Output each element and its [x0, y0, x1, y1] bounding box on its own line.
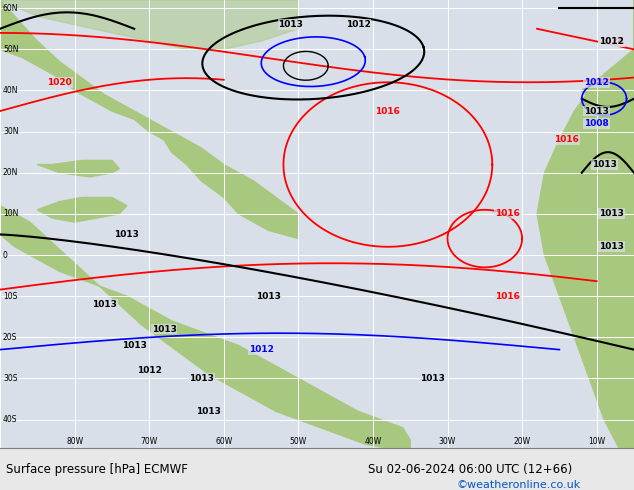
Text: 1024: 1024 — [599, 37, 624, 46]
Text: 1012: 1012 — [137, 366, 162, 375]
Text: 1016: 1016 — [375, 106, 400, 116]
Text: 1013: 1013 — [92, 300, 117, 309]
Text: 1013: 1013 — [278, 20, 303, 29]
Text: 20N: 20N — [3, 168, 18, 177]
Text: 10N: 10N — [3, 209, 18, 219]
Text: 30S: 30S — [3, 374, 18, 383]
Text: 1013: 1013 — [114, 230, 139, 239]
Text: 1013: 1013 — [256, 292, 281, 301]
Text: 1008: 1008 — [585, 119, 609, 128]
Text: 20W: 20W — [514, 437, 531, 446]
Polygon shape — [37, 160, 119, 177]
Polygon shape — [0, 0, 299, 49]
Polygon shape — [37, 197, 127, 222]
Text: 10S: 10S — [3, 292, 17, 301]
Text: 1013: 1013 — [585, 106, 609, 116]
Polygon shape — [0, 0, 299, 239]
Text: 1020: 1020 — [48, 78, 72, 87]
Text: 1013: 1013 — [152, 324, 176, 334]
Text: 1013: 1013 — [592, 160, 617, 169]
Text: 1013: 1013 — [122, 341, 146, 350]
Polygon shape — [582, 74, 634, 107]
Text: 1012: 1012 — [585, 78, 609, 87]
Text: 80W: 80W — [66, 437, 83, 446]
Text: 10W: 10W — [588, 437, 605, 446]
Text: 70W: 70W — [141, 437, 158, 446]
Text: 60N: 60N — [3, 4, 18, 13]
Text: 40W: 40W — [365, 437, 382, 446]
Text: 50N: 50N — [3, 45, 18, 54]
Text: 1013: 1013 — [197, 407, 221, 416]
Text: 40N: 40N — [3, 86, 18, 95]
Text: 1013: 1013 — [189, 374, 214, 383]
Text: 1012: 1012 — [249, 345, 273, 354]
Polygon shape — [537, 0, 634, 448]
Text: 1016: 1016 — [495, 292, 520, 301]
Text: 0: 0 — [3, 250, 8, 260]
Text: 1012: 1012 — [346, 20, 370, 29]
Text: ©weatheronline.co.uk: ©weatheronline.co.uk — [456, 480, 581, 490]
Text: 1013: 1013 — [420, 374, 445, 383]
Text: Su 02-06-2024 06:00 UTC (12+66): Su 02-06-2024 06:00 UTC (12+66) — [368, 463, 572, 476]
Text: 1013: 1013 — [599, 209, 624, 219]
Text: Surface pressure [hPa] ECMWF: Surface pressure [hPa] ECMWF — [6, 463, 188, 476]
Text: 1016: 1016 — [495, 209, 520, 219]
Text: 20S: 20S — [3, 333, 17, 342]
Text: 1013: 1013 — [599, 242, 624, 251]
Polygon shape — [0, 206, 410, 448]
Text: 50W: 50W — [290, 437, 307, 446]
Text: 30N: 30N — [3, 127, 18, 136]
Text: 1012: 1012 — [599, 37, 624, 46]
Text: 40S: 40S — [3, 415, 18, 424]
Text: 1016: 1016 — [555, 135, 579, 145]
Text: 60W: 60W — [215, 437, 233, 446]
Text: 30W: 30W — [439, 437, 456, 446]
